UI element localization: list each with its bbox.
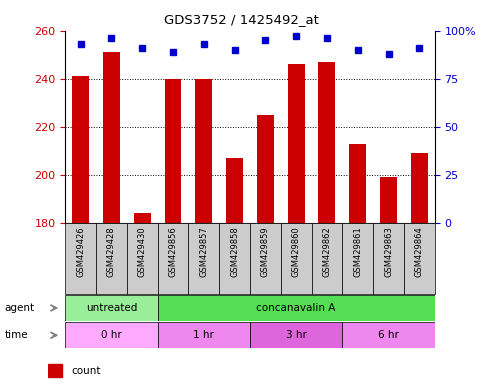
FancyBboxPatch shape xyxy=(342,322,435,348)
Bar xyxy=(349,144,366,223)
Text: GSM429860: GSM429860 xyxy=(292,226,300,277)
Text: count: count xyxy=(71,366,101,376)
FancyBboxPatch shape xyxy=(96,223,127,294)
Text: GSM429428: GSM429428 xyxy=(107,226,116,277)
Text: GSM429858: GSM429858 xyxy=(230,226,239,277)
Text: GSM429859: GSM429859 xyxy=(261,226,270,277)
Bar xyxy=(165,79,182,223)
Bar xyxy=(48,364,62,377)
FancyBboxPatch shape xyxy=(65,295,157,321)
FancyBboxPatch shape xyxy=(342,223,373,294)
FancyBboxPatch shape xyxy=(157,223,188,294)
Text: time: time xyxy=(5,330,28,340)
FancyBboxPatch shape xyxy=(188,223,219,294)
Text: GSM429863: GSM429863 xyxy=(384,226,393,277)
FancyBboxPatch shape xyxy=(157,295,435,321)
FancyBboxPatch shape xyxy=(373,223,404,294)
Text: GSM429430: GSM429430 xyxy=(138,226,147,277)
Text: GSM429861: GSM429861 xyxy=(353,226,362,277)
Text: GSM429862: GSM429862 xyxy=(323,226,331,277)
Text: 0 hr: 0 hr xyxy=(101,330,122,340)
Bar xyxy=(195,79,212,223)
Text: untreated: untreated xyxy=(85,303,137,313)
FancyBboxPatch shape xyxy=(250,322,342,348)
Bar xyxy=(318,62,335,223)
FancyBboxPatch shape xyxy=(312,223,342,294)
Bar xyxy=(257,115,274,223)
FancyBboxPatch shape xyxy=(404,223,435,294)
Bar xyxy=(103,52,120,223)
Text: 1 hr: 1 hr xyxy=(193,330,214,340)
Bar xyxy=(72,76,89,223)
Bar xyxy=(134,213,151,223)
Text: agent: agent xyxy=(5,303,35,313)
FancyBboxPatch shape xyxy=(127,223,157,294)
Bar xyxy=(411,153,428,223)
Text: 3 hr: 3 hr xyxy=(286,330,307,340)
Text: GSM429857: GSM429857 xyxy=(199,226,208,277)
Bar xyxy=(226,158,243,223)
Text: GSM429856: GSM429856 xyxy=(169,226,177,277)
Text: 6 hr: 6 hr xyxy=(378,330,399,340)
Text: GSM429426: GSM429426 xyxy=(76,226,85,277)
FancyBboxPatch shape xyxy=(250,223,281,294)
Text: GDS3752 / 1425492_at: GDS3752 / 1425492_at xyxy=(164,13,319,26)
Text: GSM429864: GSM429864 xyxy=(415,226,424,277)
FancyBboxPatch shape xyxy=(281,223,312,294)
FancyBboxPatch shape xyxy=(219,223,250,294)
FancyBboxPatch shape xyxy=(65,322,157,348)
Bar xyxy=(288,64,305,223)
Bar xyxy=(380,177,397,223)
FancyBboxPatch shape xyxy=(157,322,250,348)
FancyBboxPatch shape xyxy=(65,223,96,294)
Text: concanavalin A: concanavalin A xyxy=(256,303,336,313)
